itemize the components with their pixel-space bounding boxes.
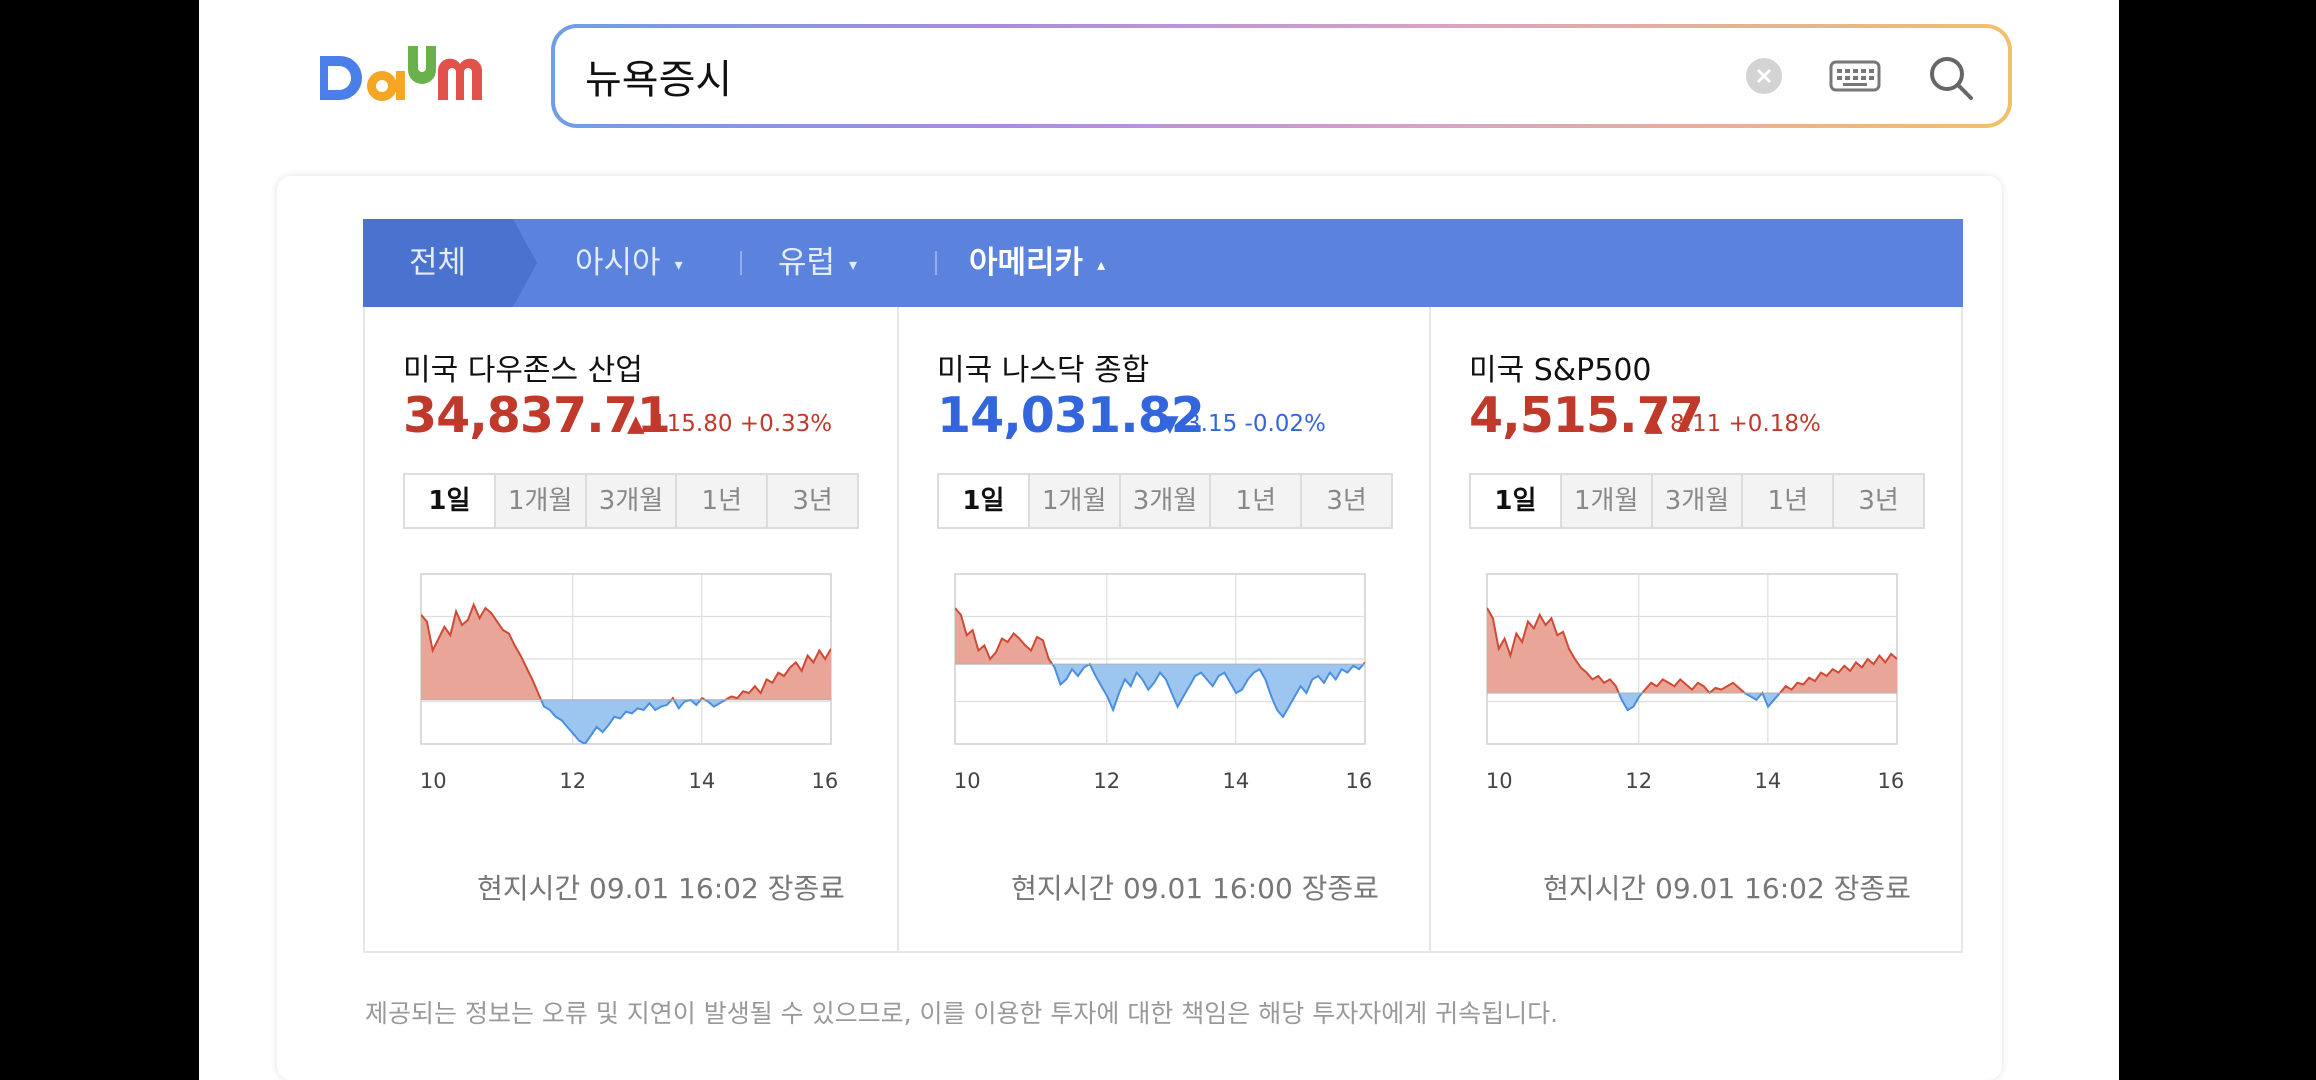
x-tick-label: 12 [1093,769,1120,793]
period-tab[interactable]: 1개월 [1559,475,1651,527]
index-value: 34,837.71 [403,387,671,444]
x-tick-label: 16 [811,769,838,793]
local-time-note: 현지시간 09.01 16:02 장종료 [1543,872,1911,905]
index-panel[interactable]: 미국 다우존스 산업 34,837.71 ▲ 115.80 +0.33% 1일 1… [365,307,897,951]
daum-logo-image [320,46,482,101]
index-change: ▲ 8.11 +0.18% [1645,411,1821,437]
tab-europe[interactable]: 유럽 ▾ [778,219,857,307]
index-change-value: 115.80 +0.33% [652,411,833,437]
index-change: ▲ 115.80 +0.33% [627,411,832,437]
index-name[interactable]: 미국 다우존스 산업 [403,353,643,388]
index-panel[interactable]: 미국 나스닥 종합 14,031.82 ▼ 3.15 -0.02% 1일 1개월 3… [897,307,1429,951]
tab-america[interactable]: 아메리카 ▴ [969,219,1105,307]
period-tab[interactable]: 1일 [939,475,1028,527]
period-tabs: 1일 1개월 3개월 1년 3년 [937,473,1393,529]
x-tick-label: 12 [559,769,586,793]
x-tick-label: 14 [1222,769,1249,793]
daum-logo[interactable] [316,38,506,114]
search-box [551,24,2012,128]
clear-icon[interactable] [1746,58,1782,94]
period-tab[interactable]: 3개월 [1118,475,1210,527]
keyboard-icon[interactable] [1829,60,1881,92]
period-tab[interactable]: 1일 [405,475,494,527]
area-above-baseline [421,604,831,700]
period-tab[interactable]: 3개월 [584,475,676,527]
period-tab[interactable]: 1년 [675,475,766,527]
period-tab[interactable]: 3년 [1832,475,1923,527]
tab-separator [740,251,742,275]
caret-down-icon: ▾ [849,254,858,274]
period-tab[interactable]: 3개월 [1650,475,1742,527]
tab-europe-label: 유럽 [778,245,836,281]
tab-america-label: 아메리카 [969,245,1084,281]
disclaimer-text: 제공되는 정보는 오류 및 지연이 발생될 수 있으므로, 이를 이용한 투자에… [365,999,1559,1028]
period-tab[interactable]: 1년 [1741,475,1832,527]
series-line-down [539,699,728,745]
period-tabs: 1일 1개월 3개월 1년 3년 [1469,473,1925,529]
index-name[interactable]: 미국 S&P500 [1469,353,1652,388]
tab-all[interactable]: 전체 [409,219,466,307]
x-tick-label: 14 [688,769,715,793]
x-tick-label: 10 [954,769,981,793]
period-tab[interactable]: 1개월 [493,475,585,527]
period-tab[interactable]: 1년 [1209,475,1300,527]
tab-all-label: 전체 [409,245,467,281]
local-time-note: 현지시간 09.01 16:02 장종료 [477,872,845,905]
search-icon[interactable] [1927,54,1975,102]
tab-all-bg [363,219,513,307]
x-tick-label: 12 [1625,769,1652,793]
index-value: 4,515.77 [1469,387,1704,444]
local-time-note: 현지시간 09.01 16:00 장종료 [1011,872,1379,905]
period-tab[interactable]: 3년 [1300,475,1391,527]
area-above-baseline [955,608,1365,665]
x-tick-label: 10 [1486,769,1513,793]
caret-down-icon: ▾ [674,254,683,274]
search-box-inner [555,28,2008,124]
area-below-baseline [541,699,726,744]
triangle-up-icon: ▲ [627,411,645,437]
series-line-down [1051,664,1365,719]
triangle-up-icon: ▲ [1645,411,1663,437]
series-line-up [1487,607,1897,693]
area-below-baseline [955,664,1365,717]
tab-asia-label: 아시아 [575,245,661,281]
index-change: ▼ 3.15 -0.02% [1161,411,1326,437]
period-tab[interactable]: 1개월 [1027,475,1119,527]
period-tabs: 1일 1개월 3개월 1년 3년 [403,473,859,529]
series-line-up [421,601,831,700]
period-tab[interactable]: 1일 [1471,475,1560,527]
index-value: 14,031.82 [937,387,1205,444]
region-tabbar: 전체 아시아 ▾ 유럽 ▾ 아메리카 ▴ [363,219,1963,307]
search-input[interactable] [585,28,1585,124]
stock-card [277,176,2002,1080]
triangle-down-icon: ▼ [1161,411,1179,437]
x-tick-label: 16 [1345,769,1372,793]
index-chart[interactable]: 10 12 14 16 [937,562,1377,822]
index-chart[interactable]: 10 12 14 16 [1469,562,1909,822]
index-panels: 미국 다우존스 산업 34,837.71 ▲ 115.80 +0.33% 1일 1… [363,307,1963,953]
index-change-value: 8.11 +0.18% [1670,411,1821,437]
tab-asia[interactable]: 아시아 ▾ [575,219,683,307]
caret-up-icon: ▴ [1097,254,1106,274]
index-panel[interactable]: 미국 S&P500 4,515.77 ▲ 8.11 +0.18% 1일 1개월 3개… [1429,307,1961,951]
tab-separator [935,251,937,275]
period-tab[interactable]: 3년 [766,475,857,527]
tab-all-arrow [513,219,537,307]
x-tick-label: 14 [1754,769,1781,793]
screen: 전체 아시아 ▾ 유럽 ▾ 아메리카 ▴ 미국 다우존스 산업 34,837.71 ▲… [199,0,2119,1080]
x-tick-label: 10 [420,769,447,793]
index-chart[interactable]: 10 12 14 16 [403,562,843,822]
series-line-up [955,607,1365,665]
index-name[interactable]: 미국 나스닥 종합 [937,353,1150,388]
x-tick-label: 16 [1877,769,1904,793]
index-change-value: 3.15 -0.02% [1186,411,1326,437]
